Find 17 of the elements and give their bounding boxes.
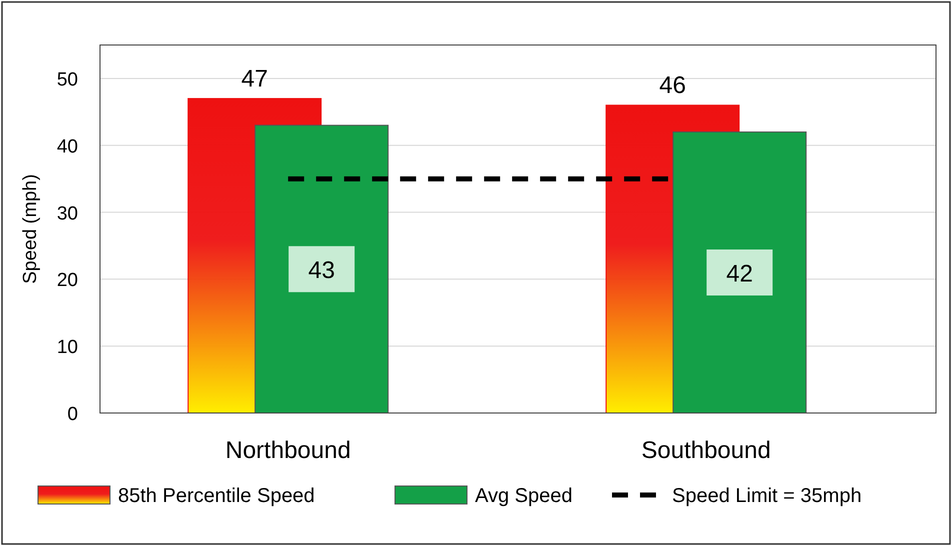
y-tick-label: 20 bbox=[56, 270, 78, 292]
legend-label: Speed Limit = 35mph bbox=[672, 485, 862, 507]
y-tick-label: 50 bbox=[56, 69, 78, 90]
y-tick-label: 10 bbox=[56, 337, 78, 358]
y-tick-label: 0 bbox=[67, 404, 78, 425]
data-label: 46 bbox=[659, 72, 686, 100]
x-tick-label: Northbound bbox=[225, 437, 351, 464]
legend-label: Avg Speed bbox=[475, 485, 572, 507]
y-tick-label: 40 bbox=[56, 136, 78, 158]
bar bbox=[672, 131, 807, 414]
data-label: 43 bbox=[308, 257, 335, 284]
legend-label: 85th Percentile Speed bbox=[118, 485, 315, 507]
data-label: 47 bbox=[241, 66, 268, 93]
x-tick-label: Southbound bbox=[641, 437, 771, 464]
y-tick-label: 30 bbox=[56, 203, 78, 224]
data-label: 42 bbox=[726, 260, 753, 288]
y-axis-title: Speed (mph) bbox=[20, 174, 41, 284]
